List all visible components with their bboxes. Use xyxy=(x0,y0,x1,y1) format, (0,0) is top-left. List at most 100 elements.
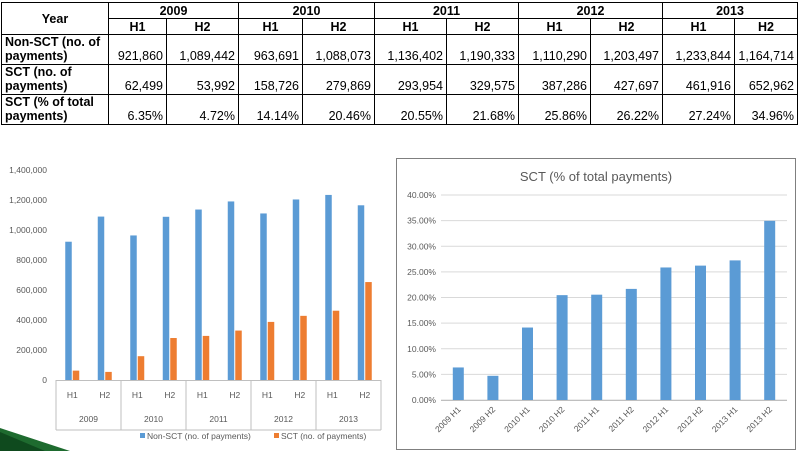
x-tick-label: H1 xyxy=(132,390,143,400)
bar-non-sct xyxy=(227,201,235,380)
table-cell: 1,110,290 xyxy=(518,34,591,65)
bar-sct-percent xyxy=(660,267,672,400)
table-cell: 1,089,442 xyxy=(166,34,239,65)
bar-non-sct xyxy=(162,216,170,380)
chart-title: SCT (% of total payments) xyxy=(520,169,672,184)
x-group-label: 2011 xyxy=(209,414,228,424)
x-tick-label: H1 xyxy=(262,390,273,400)
x-group-label: 2012 xyxy=(274,414,293,424)
bar-sct xyxy=(332,310,340,380)
bar-sct xyxy=(365,282,372,380)
bar-sct xyxy=(72,370,80,380)
bar-non-sct xyxy=(260,213,267,380)
y-tick-label: 30.00% xyxy=(407,241,436,251)
x-group-label: 2009 xyxy=(79,414,98,424)
table-cell: 62,499 xyxy=(108,64,167,95)
x-tick-label: 2010 H1 xyxy=(502,404,532,434)
table-cell: 329,575 xyxy=(446,64,519,95)
sct-percent-chart: SCT (% of total payments) 0.00% 5.00% 10.00… xyxy=(396,158,796,450)
y-tick-label: 600,000 xyxy=(16,285,47,295)
table-cell: 1,088,073 xyxy=(302,34,375,65)
year-2012-header: 2012 xyxy=(518,2,663,19)
table-cell: 20.55% xyxy=(374,94,447,125)
year-2013-header: 2013 xyxy=(662,2,798,19)
payments-count-chart: 0 200,000 400,000 600,000 800,000 1,000,000 1,… xyxy=(0,156,385,451)
year-2011-header: 2011 xyxy=(374,2,519,19)
bar-non-sct xyxy=(325,194,332,380)
bar-sct xyxy=(105,371,112,380)
x-tick-label: H1 xyxy=(67,390,78,400)
x-tick-label: H1 xyxy=(197,390,208,400)
table-cell: 158,726 xyxy=(238,64,303,95)
table-cell: 25.86% xyxy=(518,94,591,125)
bar-sct xyxy=(137,356,145,380)
x-tick-label: 2012 H1 xyxy=(641,404,671,434)
sct-percent-chart-svg: SCT (% of total payments) 0.00% 5.00% 10.00… xyxy=(407,169,787,434)
bar-sct-percent xyxy=(764,220,776,400)
y-tick-label: 400,000 xyxy=(16,315,47,325)
payments-count-chart-svg: 0 200,000 400,000 600,000 800,000 1,000,000 1,… xyxy=(9,165,382,441)
legend-label-sct: SCT (no. of payments) xyxy=(281,431,367,441)
bar-sct-percent xyxy=(522,327,533,400)
year-2010-header: 2010 xyxy=(238,2,375,19)
decorative-green-corner xyxy=(0,428,70,451)
bar-sct-percent xyxy=(556,295,568,400)
bar-sct xyxy=(300,315,307,380)
y-tick-label: 20.00% xyxy=(407,293,436,303)
x-tick-label: H2 xyxy=(229,390,240,400)
x-group-label: 2010 xyxy=(144,414,163,424)
x-tick-label: H2 xyxy=(164,390,175,400)
y-tick-label: 15.00% xyxy=(407,318,436,328)
y-tick-label: 10.00% xyxy=(407,344,436,354)
row-label: SCT (% of total payments) xyxy=(1,94,109,125)
bar-sct-percent xyxy=(591,294,603,400)
bar-sct-percent xyxy=(729,260,741,400)
table-cell: 34.96% xyxy=(734,94,798,125)
legend-swatch-non-sct xyxy=(140,433,145,438)
table-cell: 293,954 xyxy=(374,64,447,95)
bar-non-sct xyxy=(65,241,72,380)
year-header-row: Year 2009 2010 2011 2012 2013 xyxy=(1,2,798,35)
table-cell: 6.35% xyxy=(108,94,167,125)
y-tick-label: 0.00% xyxy=(412,395,437,405)
half-header: H2 xyxy=(590,18,663,35)
table-cell: 461,916 xyxy=(662,64,735,95)
y-tick-label: 800,000 xyxy=(16,255,47,265)
y-tick-label: 1,400,000 xyxy=(9,165,47,175)
table-cell: 1,164,714 xyxy=(734,34,798,65)
table-cell: 26.22% xyxy=(590,94,663,125)
bar-sct xyxy=(202,335,210,380)
table-cell: 20.46% xyxy=(302,94,375,125)
legend-swatch-sct xyxy=(274,433,279,438)
x-tick-label: 2013 H1 xyxy=(710,404,740,434)
table-cell: 27.24% xyxy=(662,94,735,125)
table-row-sct-count: SCT (no. of payments) 62,499 53,992 158,… xyxy=(1,64,798,95)
y-tick-label: 1,200,000 xyxy=(9,195,47,205)
data-table: Year 2009 2010 2011 2012 2013 H1 H2 H1 H… xyxy=(1,2,798,125)
y-tick-label: 200,000 xyxy=(16,345,47,355)
legend-label-non-sct: Non-SCT (no. of payments) xyxy=(147,431,251,441)
y-tick-label: 1,000,000 xyxy=(9,225,47,235)
bar-non-sct xyxy=(97,216,105,380)
y-tick-label: 40.00% xyxy=(407,190,436,200)
table-cell: 652,962 xyxy=(734,64,798,95)
bar-sct-percent xyxy=(452,367,464,400)
x-tick-label: 2011 H2 xyxy=(606,404,636,434)
y-tick-label: 0 xyxy=(42,375,47,385)
row-label: Non-SCT (no. of payments) xyxy=(1,34,109,65)
table-cell: 387,286 xyxy=(518,64,591,95)
table-cell: 14.14% xyxy=(238,94,303,125)
half-header: H1 xyxy=(108,18,167,35)
table-cell: 279,869 xyxy=(302,64,375,95)
half-header: H1 xyxy=(518,18,591,35)
bar-sct-percent xyxy=(487,375,499,400)
x-tick-label: H2 xyxy=(359,390,370,400)
y-tick-label: 35.00% xyxy=(407,216,436,226)
bar-non-sct xyxy=(195,209,202,380)
bar-sct-percent xyxy=(625,288,637,400)
half-header: H2 xyxy=(166,18,239,35)
x-tick-label: 2009 H2 xyxy=(468,404,498,434)
bar-sct xyxy=(170,338,177,380)
table-cell: 4.72% xyxy=(166,94,239,125)
x-tick-label: 2010 H2 xyxy=(537,404,567,434)
